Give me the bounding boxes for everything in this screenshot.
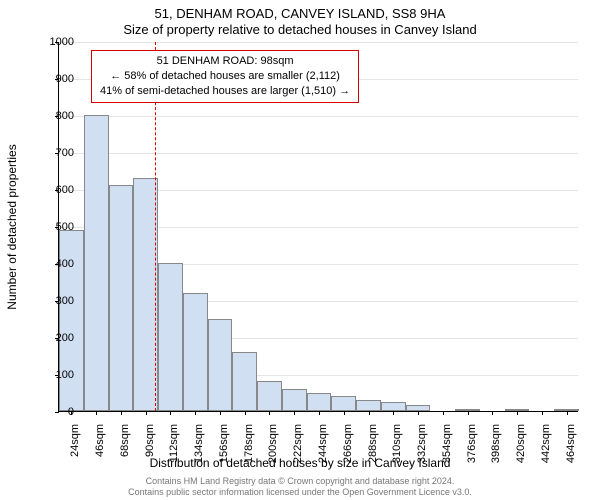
ytick-label: 400: [34, 258, 74, 270]
bar: [307, 393, 332, 412]
x-axis-label: Distribution of detached houses by size …: [0, 456, 600, 470]
xtick-label: 90sqm: [144, 424, 156, 457]
xtick-mark: [418, 411, 419, 415]
gridline: [59, 153, 578, 154]
credits: Contains HM Land Registry data © Crown c…: [0, 476, 600, 499]
bar: [109, 185, 134, 411]
xtick-mark: [344, 411, 345, 415]
xtick-mark: [517, 411, 518, 415]
bar: [59, 230, 84, 411]
gridline: [59, 42, 578, 43]
xtick-mark: [443, 411, 444, 415]
ytick-label: 900: [34, 73, 74, 85]
bar: [257, 381, 282, 411]
xtick-mark: [220, 411, 221, 415]
annotation-line: 41% of semi-detached houses are larger (…: [100, 84, 350, 99]
xtick-mark: [121, 411, 122, 415]
ytick-label: 500: [34, 221, 74, 233]
annotation-box: 51 DENHAM ROAD: 98sqm← 58% of detached h…: [91, 50, 359, 103]
xtick-label: 68sqm: [119, 424, 131, 457]
chart-title-sub: Size of property relative to detached ho…: [0, 22, 600, 37]
annotation-line: ← 58% of detached houses are smaller (2,…: [100, 69, 350, 84]
bar: [282, 389, 307, 411]
xtick-mark: [369, 411, 370, 415]
xtick-mark: [319, 411, 320, 415]
xtick-mark: [146, 411, 147, 415]
y-axis-label: Number of detached properties: [5, 144, 19, 309]
ytick-label: 800: [34, 110, 74, 122]
xtick-mark: [195, 411, 196, 415]
xtick-mark: [492, 411, 493, 415]
bar: [183, 293, 208, 411]
xtick-mark: [294, 411, 295, 415]
bar: [331, 396, 356, 411]
bar: [381, 402, 406, 411]
xtick-mark: [393, 411, 394, 415]
annotation-line: 51 DENHAM ROAD: 98sqm: [100, 54, 350, 69]
ytick-label: 600: [34, 184, 74, 196]
xtick-mark: [567, 411, 568, 415]
bar: [84, 115, 109, 411]
ytick-label: 200: [34, 332, 74, 344]
gridline: [59, 116, 578, 117]
histogram-chart: 51, DENHAM ROAD, CANVEY ISLAND, SS8 9HA …: [0, 0, 600, 500]
ytick-label: 0: [34, 406, 74, 418]
xtick-mark: [96, 411, 97, 415]
chart-title-main: 51, DENHAM ROAD, CANVEY ISLAND, SS8 9HA: [0, 6, 600, 21]
ytick-label: 100: [34, 369, 74, 381]
xtick-mark: [269, 411, 270, 415]
ytick-label: 700: [34, 147, 74, 159]
xtick-mark: [542, 411, 543, 415]
xtick-mark: [468, 411, 469, 415]
plot-area: 24sqm46sqm68sqm90sqm112sqm134sqm156sqm17…: [58, 42, 578, 412]
ytick-label: 1000: [34, 36, 74, 48]
bar: [232, 352, 257, 411]
bar: [158, 263, 183, 411]
ytick-label: 300: [34, 295, 74, 307]
credits-line-2: Contains public sector information licen…: [0, 487, 600, 498]
credits-line-1: Contains HM Land Registry data © Crown c…: [0, 476, 600, 487]
xtick-mark: [170, 411, 171, 415]
xtick-mark: [245, 411, 246, 415]
xtick-label: 24sqm: [69, 424, 81, 457]
bar: [208, 319, 233, 412]
xtick-label: 46sqm: [94, 424, 106, 457]
bar: [356, 400, 381, 411]
